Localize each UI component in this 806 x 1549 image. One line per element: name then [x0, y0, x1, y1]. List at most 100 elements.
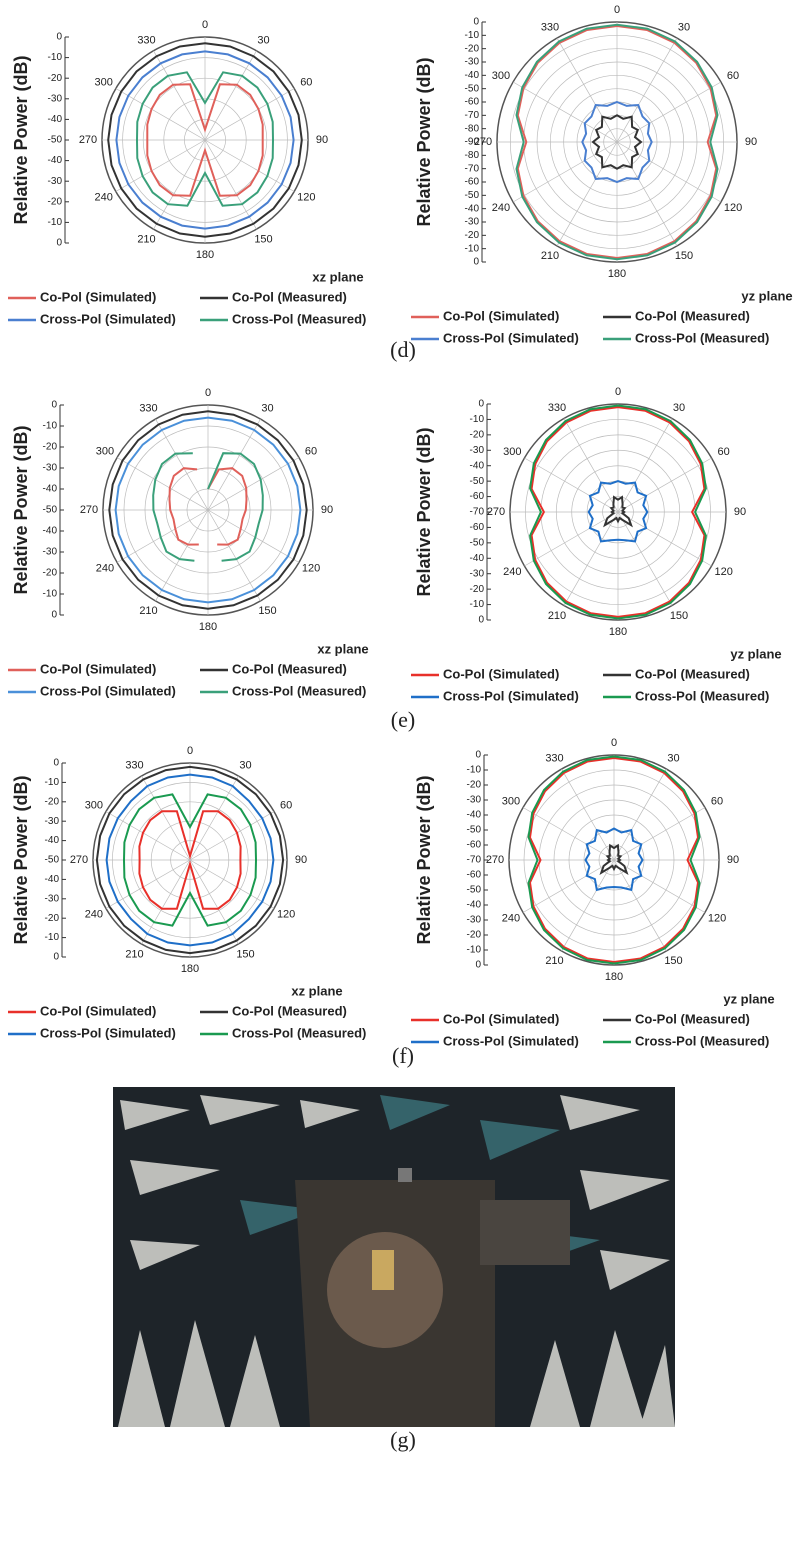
r-tick-label: -30	[470, 445, 485, 456]
r-tick-label: -30	[45, 816, 60, 827]
r-tick-label: -50	[470, 476, 485, 487]
angle-label: 180	[181, 963, 199, 975]
angle-label: 0	[205, 387, 211, 399]
r-tick-label: -40	[43, 484, 58, 495]
legend-label: Cross-Pol (Simulated)	[443, 688, 579, 703]
angle-label: 0	[187, 745, 193, 757]
r-tick-label: -60	[465, 97, 480, 108]
r-tick-label: 0	[56, 238, 62, 249]
legend-label: Co-Pol (Simulated)	[443, 666, 559, 681]
plane-label: yz plane	[730, 646, 781, 661]
y-axis-label: Relative Power (dB)	[414, 427, 434, 596]
r-tick-label: 0	[56, 32, 62, 43]
y-axis-label: Relative Power (dB)	[11, 775, 31, 944]
r-tick-label: -50	[45, 855, 60, 866]
angle-label: 60	[305, 445, 317, 457]
r-tick-label: -60	[467, 840, 482, 851]
polar-chart: 00-10-10-20-20-30-30-40-40-50-50-60-60-7…	[411, 737, 775, 1049]
r-tick-label: -10	[465, 30, 480, 41]
y-axis-label: Relative Power (dB)	[414, 57, 434, 226]
legend-label: Co-Pol (Simulated)	[443, 308, 559, 323]
r-tick-label: -10	[467, 945, 482, 956]
y-axis-label: Relative Power (dB)	[11, 425, 31, 594]
angle-label: 330	[545, 753, 563, 765]
r-tick-label: -30	[467, 795, 482, 806]
r-tick-label: -40	[470, 460, 485, 471]
legend-label: Co-Pol (Simulated)	[40, 661, 156, 676]
angle-label: 210	[125, 948, 143, 960]
angle-label: 240	[94, 191, 112, 203]
polar-chart: 00-10-10-20-20-30-30-40-40-5003060901201…	[8, 745, 366, 1041]
angle-label: 300	[503, 446, 521, 458]
angle-label: 90	[321, 504, 333, 516]
polar-chart: 00-10-10-20-20-30-30-40-40-50-50-60-60-7…	[411, 4, 793, 346]
angle-label: 60	[300, 76, 312, 88]
angle-label: 300	[94, 76, 112, 88]
page: 0 0 -10 -10 -20 -20 -30 -30 -40 -40 -50 0 30 60 90 120 1…	[0, 0, 806, 1549]
angle-label: 270	[486, 854, 504, 866]
polar-chart: 00-10-10-20-20-30-30-40-40-5003060901201…	[8, 387, 369, 699]
r-tick-label: -20	[43, 442, 58, 453]
angle-label: 150	[236, 948, 254, 960]
angle-label: 150	[254, 233, 272, 245]
r-tick-label: -50	[43, 505, 58, 516]
r-tick-label: -30	[45, 893, 60, 904]
r-tick-label: 0	[51, 400, 57, 411]
angle-label: 210	[541, 250, 559, 262]
r-tick-label: -10	[470, 414, 485, 425]
r-tick-label: -50	[48, 135, 63, 146]
angle-label: 60	[711, 795, 723, 807]
r-tick-label: 0	[53, 952, 59, 963]
r-tick-label: -30	[43, 463, 58, 474]
angle-label: 240	[502, 912, 520, 924]
y-axis-label: Relative Power (dB)	[11, 55, 31, 224]
r-tick-label: -10	[48, 52, 63, 63]
r-tick-label: -70	[465, 110, 480, 121]
r-tick-label: 0	[473, 17, 479, 28]
angle-label: 240	[85, 908, 103, 920]
r-tick-label: -20	[470, 584, 485, 595]
r-tick-label: -40	[467, 900, 482, 911]
angle-label: 180	[199, 621, 217, 633]
r-tick-label: 0	[478, 615, 484, 626]
legend-label: Co-Pol (Measured)	[635, 308, 750, 323]
angle-label: 120	[724, 202, 742, 214]
angle-label: 150	[675, 250, 693, 262]
r-tick-label: -20	[470, 429, 485, 440]
angle-label: 30	[667, 753, 679, 765]
r-tick-label: -40	[45, 874, 60, 885]
angle-label: 120	[297, 191, 315, 203]
plane-label: xz plane	[317, 641, 368, 656]
r-tick-label: -70	[467, 855, 482, 866]
legend-label: Co-Pol (Measured)	[232, 1003, 347, 1018]
angle-label: 150	[664, 955, 682, 967]
angle-label: 240	[503, 566, 521, 578]
angle-label: 270	[487, 506, 505, 518]
legend-label: Co-Pol (Simulated)	[443, 1011, 559, 1026]
angle-label: 180	[196, 249, 214, 261]
legend-label: Co-Pol (Measured)	[635, 1011, 750, 1026]
angle-label: 330	[125, 760, 143, 772]
r-tick-label: -40	[48, 114, 63, 125]
angle-label: 240	[96, 562, 114, 574]
angle-label: 270	[80, 504, 98, 516]
r-tick-label: -10	[465, 243, 480, 254]
legend-label: Cross-Pol (Simulated)	[40, 683, 176, 698]
polar-chart: 00-10-10-20-20-30-30-40-40-5003060901201…	[8, 19, 366, 327]
angle-label: 30	[678, 22, 690, 34]
legend-label: Cross-Pol (Measured)	[232, 683, 366, 698]
angle-label: 150	[258, 605, 276, 617]
angle-label: 120	[714, 566, 732, 578]
angle-label: 120	[277, 908, 295, 920]
legend-label: Cross-Pol (Measured)	[232, 1025, 366, 1040]
r-tick-label: -20	[43, 568, 58, 579]
r-tick-label: -60	[470, 491, 485, 502]
angle-label: 210	[545, 955, 563, 967]
r-tick-label: -40	[48, 155, 63, 166]
r-tick-label: -10	[43, 589, 58, 600]
r-tick-label: -30	[470, 568, 485, 579]
r-tick-label: -20	[467, 780, 482, 791]
angle-label: 330	[139, 403, 157, 415]
r-tick-label: -40	[470, 553, 485, 564]
angle-label: 90	[734, 506, 746, 518]
